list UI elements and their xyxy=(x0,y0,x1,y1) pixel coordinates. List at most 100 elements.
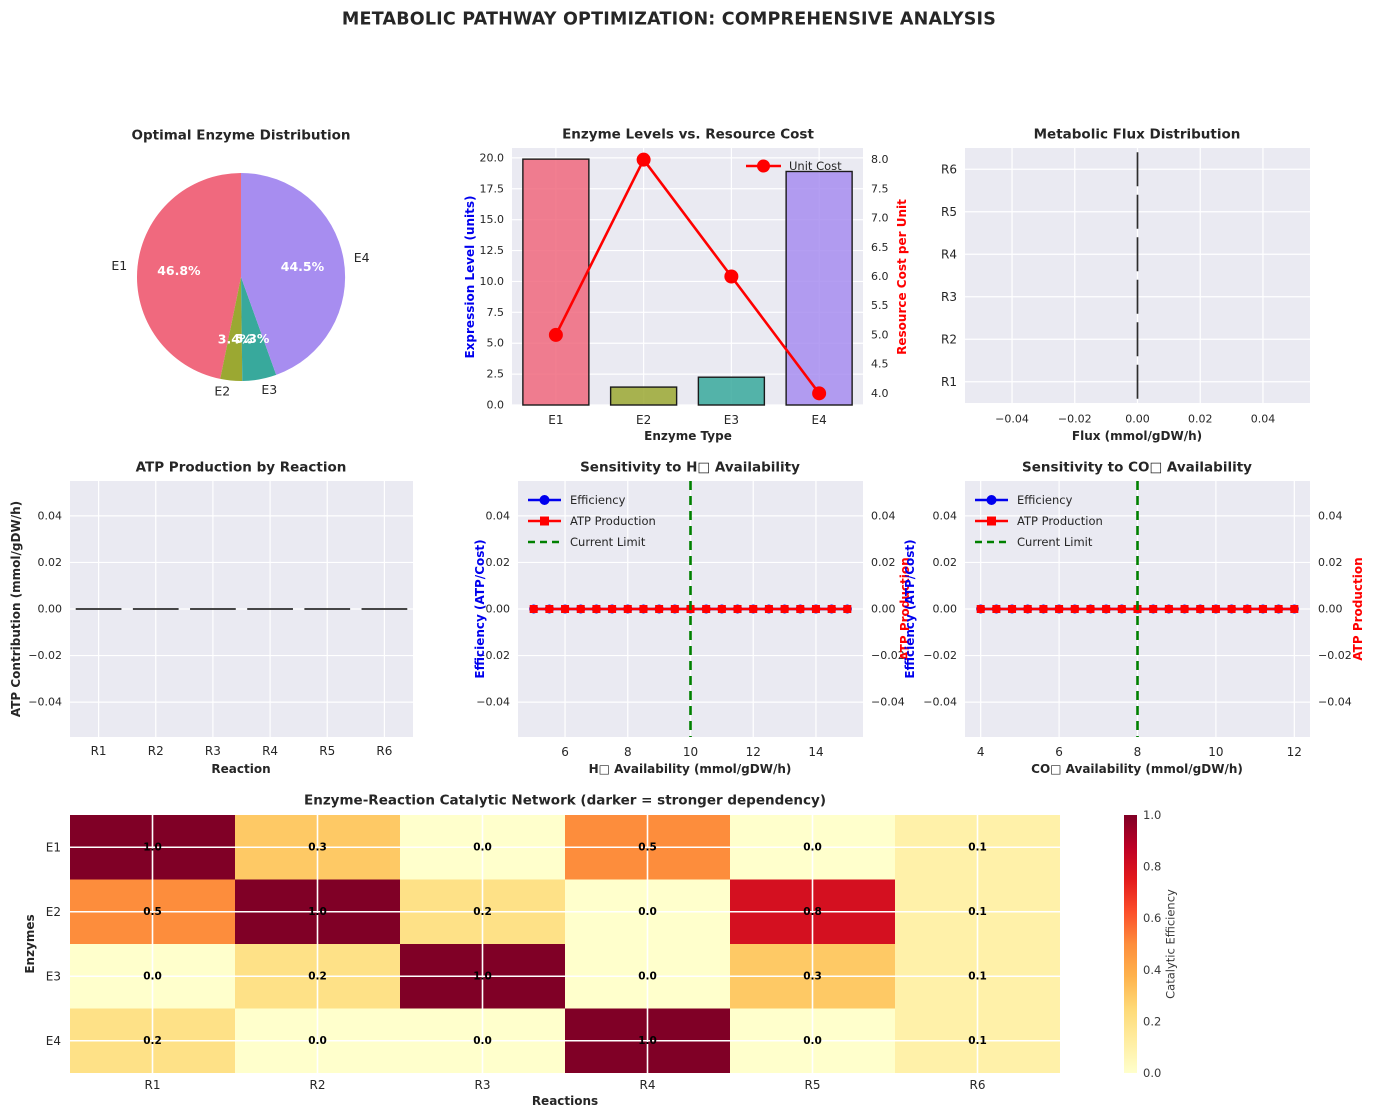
heatmap-xlabel: Reactions xyxy=(531,1094,599,1108)
tick-label: 20.0 xyxy=(480,151,505,164)
tick-label: 8 xyxy=(1134,745,1142,759)
figure-title: METABOLIC PATHWAY OPTIMIZATION: COMPREHE… xyxy=(341,9,997,30)
tick-label: 10.0 xyxy=(480,275,505,288)
pie-percent-label: 46.8% xyxy=(157,263,201,278)
unit-cost-marker xyxy=(636,152,651,167)
x-tick-label: R4 xyxy=(262,744,278,758)
x-tick-label: E1 xyxy=(548,413,563,427)
y-tick-label: R2 xyxy=(941,332,957,346)
marker-square xyxy=(1211,605,1220,613)
co2-xlabel: CO□ Availability (mmol/gDW/h) xyxy=(1031,762,1243,776)
heatmap-annotation: 0.0 xyxy=(308,1035,327,1047)
legend-label: Current Limit xyxy=(570,535,646,549)
co2-ylabel-left: Efficiency (ATP/Cost) xyxy=(903,539,917,679)
unit-cost-marker xyxy=(548,327,563,342)
marker-square xyxy=(608,605,617,613)
pie-slice-E3 xyxy=(241,277,277,381)
heatmap-annotation: 0.0 xyxy=(803,1035,822,1047)
unit-cost-marker xyxy=(724,269,739,284)
heatmap-annotation: 0.1 xyxy=(968,970,987,982)
heatmap-annotation: 0.5 xyxy=(143,906,162,918)
flux-chart: −0.04 −0.02 0.00 0.02 0.04 R1 R2 R3 R4 R5 R6 xyxy=(941,148,1310,426)
y-tick-label: R4 xyxy=(941,247,957,261)
tick-label: 0.04 xyxy=(871,509,896,522)
tick-label: 1.0 xyxy=(1143,808,1161,822)
marker-square xyxy=(1274,605,1283,613)
tick-label: 0.02 xyxy=(1188,413,1213,426)
legend-marker xyxy=(757,159,770,173)
tick-label: 0.04 xyxy=(38,509,63,522)
heatmap-annotation: 0.0 xyxy=(143,970,162,982)
marker-square xyxy=(764,605,773,613)
marker-square xyxy=(796,605,805,613)
marker-square xyxy=(1055,605,1064,613)
tick-label: 0.8 xyxy=(1143,860,1161,874)
tick-label: 12.5 xyxy=(480,244,505,257)
legend-label: ATP Production xyxy=(570,514,656,528)
x-tick-label: R2 xyxy=(148,744,164,758)
tick-label: 8 xyxy=(624,745,632,759)
marker-square xyxy=(1102,605,1111,613)
marker-square xyxy=(623,605,632,613)
marker-square xyxy=(1117,605,1126,613)
marker-square xyxy=(733,605,742,613)
tick-label: 0.2 xyxy=(1143,1014,1161,1028)
tick-label: 0.04 xyxy=(1251,413,1276,426)
tick-label: 0.04 xyxy=(1318,509,1343,522)
tick-label: 6 xyxy=(561,745,569,759)
x-tick-label: R5 xyxy=(319,744,335,758)
marker-square xyxy=(1008,605,1017,613)
tick-label: 17.5 xyxy=(480,182,505,195)
h2-ylabel-left: Efficiency (ATP/Cost) xyxy=(473,539,487,679)
legend-label: ATP Production xyxy=(1017,514,1103,528)
marker-square xyxy=(1039,605,1048,613)
marker-square xyxy=(561,605,570,613)
heatmap-annotation: 0.2 xyxy=(308,970,327,982)
marker-square xyxy=(1023,605,1032,613)
heatmap-annotation: 0.3 xyxy=(308,841,327,853)
heatmap-annotation: 1.0 xyxy=(638,1035,657,1047)
h2-title: Sensitivity to H□ Availability xyxy=(580,459,800,476)
pie-title: Optimal Enzyme Distribution xyxy=(131,127,351,144)
tick-label: 0.0 xyxy=(1143,1066,1161,1080)
heatmap-annotation: 0.5 xyxy=(638,841,657,853)
tick-label: 0.00 xyxy=(933,603,958,616)
x-tick-label: R1 xyxy=(145,1078,161,1092)
heatmap-annotation: 0.8 xyxy=(803,906,822,918)
pie-slice-E4 xyxy=(241,172,346,375)
bar-E2 xyxy=(609,386,678,406)
legend-label: Efficiency xyxy=(570,493,626,507)
heatmap-annotation: 0.0 xyxy=(473,1035,492,1047)
legend-label: Unit Cost xyxy=(789,159,842,173)
tick-label: 0.00 xyxy=(38,603,63,616)
marker-square xyxy=(1149,605,1158,613)
marker-square xyxy=(639,605,648,613)
x-tick-label: R3 xyxy=(205,744,221,758)
pie-slice-label: E1 xyxy=(111,258,127,273)
tick-label: −0.04 xyxy=(995,413,1029,426)
marker-square xyxy=(592,605,601,613)
heatmap-annotation: 1.0 xyxy=(308,906,327,918)
tick-label: −0.02 xyxy=(923,649,957,662)
legend-label: Efficiency xyxy=(1017,493,1073,507)
heatmap-annotation: 0.3 xyxy=(803,970,822,982)
heatmap-annotation: 0.0 xyxy=(638,906,657,918)
tick-label: 6 xyxy=(1055,745,1063,759)
co2-ylabel-right: ATP Production xyxy=(1351,557,1365,661)
tick-label: 5.0 xyxy=(871,328,889,341)
heatmap-annotation: 0.0 xyxy=(638,970,657,982)
tick-label: 8.0 xyxy=(871,153,889,166)
flux-xlabel: Flux (mmol/gDW/h) xyxy=(1071,429,1203,443)
pie-percent-label: 5.3% xyxy=(235,331,270,346)
heatmap-annotation: 0.1 xyxy=(968,1035,987,1047)
y-tick-label: R1 xyxy=(941,375,957,389)
x-tick-label: R2 xyxy=(310,1078,326,1092)
tick-label: 2.5 xyxy=(487,368,505,381)
atp-ylabel: ATP Contribution (mmol/gDW/h) xyxy=(9,500,23,718)
x-tick-label: R6 xyxy=(970,1078,986,1092)
x-tick-label: R4 xyxy=(640,1078,656,1092)
heatmap-chart: 1.0 0.3 0.0 0.5 0.0 0.1 0.5 1.0 0.2 0.0 0.8 0.1 0.0 0… xyxy=(46,808,1162,1092)
tick-label: −0.04 xyxy=(871,696,905,709)
y-tick-label: R3 xyxy=(941,290,957,304)
tick-label: −0.02 xyxy=(871,649,905,662)
